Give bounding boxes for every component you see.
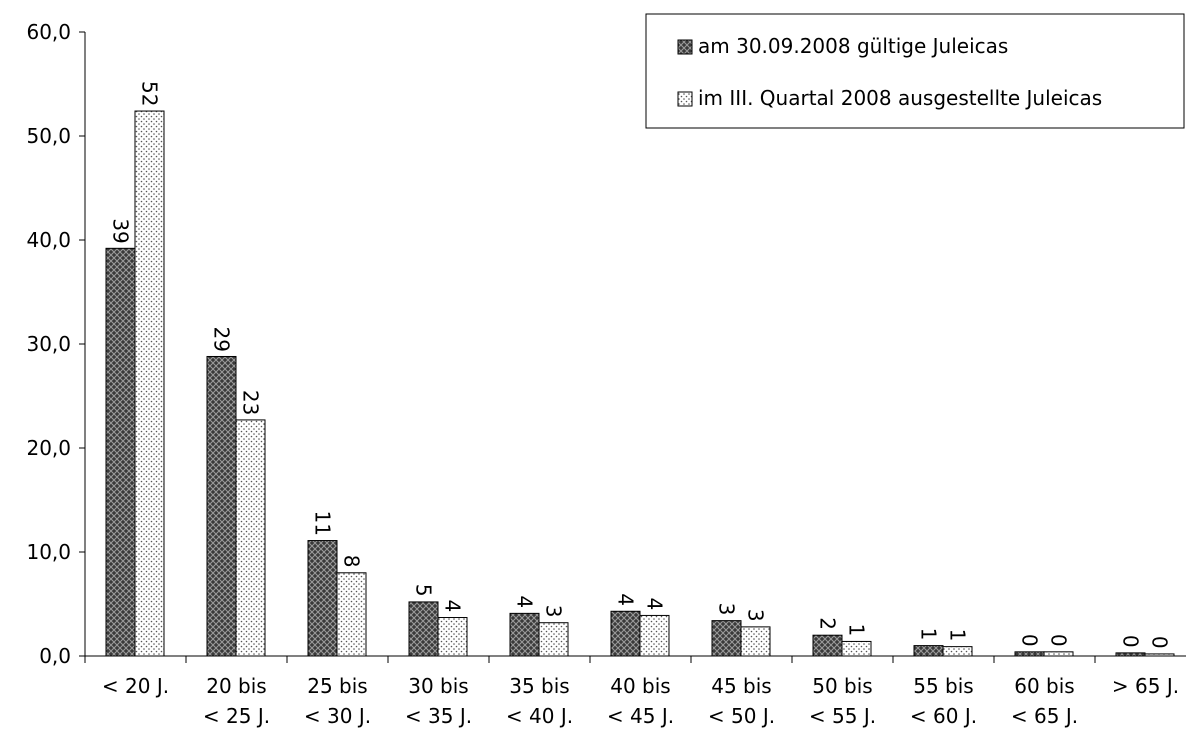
x-category-label: 40 bis < 45 J. bbox=[607, 674, 674, 728]
bar-value-label: 4 bbox=[441, 600, 465, 613]
bar-value-label: 1 bbox=[845, 623, 869, 636]
bar-value-label: 8 bbox=[340, 555, 364, 568]
bar-value-label: 23 bbox=[239, 390, 263, 415]
bar-value-label: 0 bbox=[1018, 634, 1042, 647]
bar-value-label: 3 bbox=[744, 609, 768, 622]
bar-value-label: 52 bbox=[138, 81, 162, 106]
bar-series-2 bbox=[740, 626, 771, 657]
x-category-label: 30 bis < 35 J. bbox=[405, 674, 472, 728]
bar-series-2 bbox=[235, 419, 266, 657]
bar-value-label: 29 bbox=[210, 326, 234, 351]
bar-value-label: 4 bbox=[643, 597, 667, 610]
bar-value-label: 39 bbox=[109, 218, 133, 243]
bars bbox=[105, 110, 1175, 657]
y-axis: 0,0 10,0 20,0 30,0 40,0 50,0 60,0 bbox=[26, 20, 86, 668]
bar-series-1 bbox=[509, 612, 540, 657]
bar-series-1 bbox=[812, 634, 843, 657]
bar-series-1 bbox=[206, 355, 237, 657]
bar-series-2 bbox=[841, 640, 872, 657]
bar-value-label: 5 bbox=[412, 584, 436, 597]
bar-series-2 bbox=[437, 617, 468, 657]
bar-value-label: 2 bbox=[816, 617, 840, 630]
y-tick-label: 40,0 bbox=[26, 228, 71, 252]
y-tick-label: 20,0 bbox=[26, 436, 71, 460]
bar-series-2 bbox=[134, 110, 165, 657]
x-category-label: > 65 J. bbox=[1112, 674, 1179, 698]
x-category-label: 55 bis < 60 J. bbox=[910, 674, 977, 728]
bar-value-label: 3 bbox=[542, 605, 566, 618]
bar-value-label: 3 bbox=[715, 603, 739, 616]
legend: am 30.09.2008 gültige Juleicas im III. Q… bbox=[645, 13, 1185, 129]
x-category-label: 20 bis < 25 J. bbox=[203, 674, 270, 728]
bar-value-label: 11 bbox=[311, 511, 335, 536]
bar-series-1 bbox=[105, 247, 136, 657]
legend-swatch-series-2 bbox=[677, 91, 693, 107]
bar-series-1 bbox=[1014, 651, 1045, 657]
y-tick-label: 60,0 bbox=[26, 20, 71, 44]
bar-series-2 bbox=[942, 646, 973, 657]
y-tick-label: 0,0 bbox=[39, 644, 71, 668]
x-category-label: 35 bis < 40 J. bbox=[506, 674, 573, 728]
bar-series-2 bbox=[1043, 651, 1074, 657]
bar-series-2 bbox=[336, 572, 367, 657]
bar-value-label: 4 bbox=[614, 593, 638, 606]
legend-box bbox=[645, 13, 1185, 129]
x-category-label: 60 bis < 65 J. bbox=[1011, 674, 1078, 728]
x-category-label: 50 bis < 55 J. bbox=[809, 674, 876, 728]
bar-value-label: 0 bbox=[1119, 635, 1143, 648]
y-tick-label: 50,0 bbox=[26, 124, 71, 148]
bar-series-1 bbox=[711, 620, 742, 657]
bar-series-1 bbox=[408, 601, 439, 657]
x-axis: < 20 J. 20 bis < 25 J. 25 bis < 30 J. 30 bis <… bbox=[84, 655, 1186, 728]
x-category-label: < 20 J. bbox=[102, 674, 169, 698]
legend-label-series-1: am 30.09.2008 gültige Juleicas bbox=[698, 34, 1008, 58]
bar-series-2 bbox=[1144, 653, 1175, 657]
bar-series-1 bbox=[1115, 652, 1146, 657]
bar-value-label: 1 bbox=[917, 628, 941, 641]
bar-series-1 bbox=[610, 610, 641, 657]
y-tick-label: 10,0 bbox=[26, 540, 71, 564]
x-category-label: 45 bis < 50 J. bbox=[708, 674, 775, 728]
bar-value-label: 0 bbox=[1148, 636, 1172, 649]
y-tick-label: 30,0 bbox=[26, 332, 71, 356]
bar-value-label: 4 bbox=[513, 595, 537, 608]
bar-series-2 bbox=[538, 622, 569, 657]
legend-label-series-2: im III. Quartal 2008 ausgestellte Juleic… bbox=[698, 86, 1102, 110]
bar-series-1 bbox=[307, 540, 338, 657]
bar-value-label: 1 bbox=[946, 629, 970, 642]
bar-series-1 bbox=[913, 645, 944, 657]
bar-series-2 bbox=[639, 614, 670, 657]
x-category-label: 25 bis < 30 J. bbox=[304, 674, 371, 728]
legend-swatch-series-1 bbox=[677, 39, 693, 55]
bar-value-label: 0 bbox=[1047, 634, 1071, 647]
